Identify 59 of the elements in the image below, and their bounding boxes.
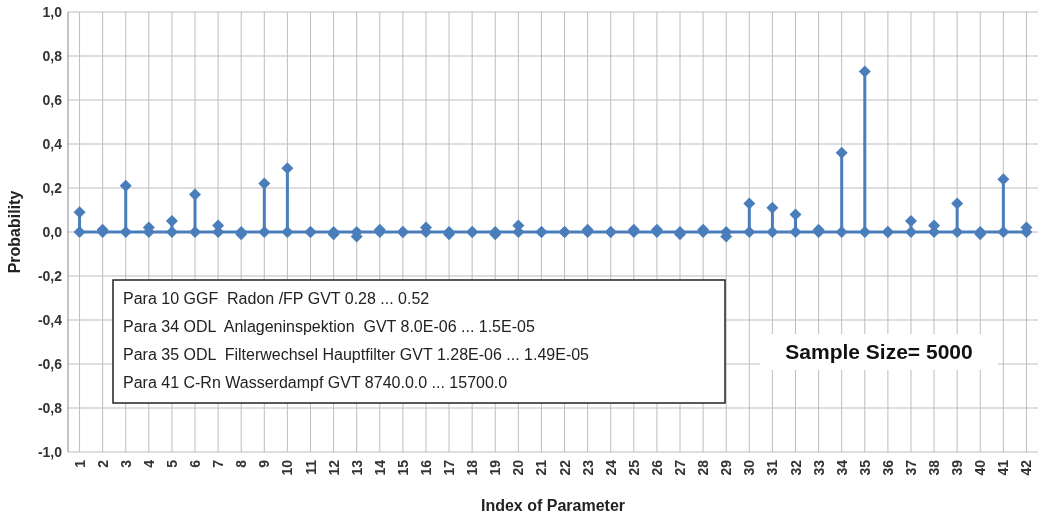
y-tick-label: -0,4 bbox=[37, 311, 63, 328]
x-tick-label: 8 bbox=[233, 459, 250, 468]
x-tick-label: 35 bbox=[856, 459, 873, 476]
x-tick-label: 15 bbox=[394, 459, 411, 476]
x-tick-label: 23 bbox=[579, 459, 596, 476]
x-tick-label: 11 bbox=[302, 459, 319, 475]
x-tick-label: 16 bbox=[417, 459, 434, 476]
x-tick-label: 4 bbox=[140, 459, 157, 468]
x-axis-title: Index of Parameter bbox=[480, 497, 626, 514]
y-tick-label: -1,0 bbox=[37, 443, 63, 460]
y-axis-title: Probability bbox=[6, 190, 23, 274]
x-tick-label: 25 bbox=[625, 459, 642, 476]
x-tick-label: 22 bbox=[556, 459, 573, 476]
x-tick-label: 5 bbox=[163, 459, 180, 468]
x-tick-label: 31 bbox=[764, 459, 781, 476]
text-label-backdrop: Sample Size= 5000 bbox=[760, 334, 998, 370]
x-tick-label: 21 bbox=[533, 459, 550, 476]
x-tick-label: 9 bbox=[256, 459, 273, 468]
x-tick-label: 20 bbox=[510, 459, 527, 476]
x-tick-label: 29 bbox=[718, 459, 735, 476]
y-tick-label: 0,6 bbox=[42, 91, 63, 108]
x-tick-label: 39 bbox=[949, 459, 966, 476]
x-tick-label: 3 bbox=[117, 459, 134, 468]
x-tick-label: 26 bbox=[648, 459, 665, 476]
x-tick-label: 38 bbox=[926, 459, 943, 476]
x-tick-label: 40 bbox=[972, 459, 989, 476]
x-tick-label: 32 bbox=[787, 459, 804, 476]
y-tick-label: -0,6 bbox=[37, 355, 63, 372]
x-tick-label: 34 bbox=[833, 459, 850, 476]
y-tick-label: -0,8 bbox=[37, 399, 63, 416]
x-tick-label: 1 bbox=[71, 459, 88, 468]
y-tick-label: -0,2 bbox=[37, 267, 63, 284]
x-tick-label: 36 bbox=[879, 459, 896, 476]
x-tick-label: 10 bbox=[279, 459, 296, 476]
y-tick-label: 0,0 bbox=[42, 223, 63, 240]
y-tick-label: 0,8 bbox=[42, 47, 63, 64]
x-tick-label: 27 bbox=[672, 459, 689, 476]
x-tick-label: 17 bbox=[441, 459, 458, 476]
x-tick-label: 18 bbox=[464, 459, 481, 476]
x-tick-label: 24 bbox=[602, 459, 619, 476]
x-tick-label: 33 bbox=[810, 459, 827, 476]
x-tick-label: 37 bbox=[902, 459, 919, 476]
x-tick-label: 19 bbox=[487, 459, 504, 476]
annotation: Sample Size= 5000 bbox=[785, 340, 973, 363]
x-tick-label: 12 bbox=[325, 459, 342, 476]
annotation: Para 10 GGF Radon /FP GVT 0.28 ... 0.52 Para 34 ODL Anlageninspektion GVT 8.0E-06 ... 1.5E-05 Para 35 ODL Filterwechsel Hauptfilter GVT 1.28E-06 ... 1.49E-05 Para 41 C-Rn Wasserdampf GVT 8740.0.0 ... 15700.0 bbox=[123, 290, 590, 391]
x-tick-label: 6 bbox=[187, 459, 204, 468]
x-tick-label: 28 bbox=[695, 459, 712, 476]
y-tick-label: 1,0 bbox=[42, 3, 63, 20]
x-tick-label: 2 bbox=[94, 459, 111, 468]
x-tick-label: 13 bbox=[348, 459, 365, 476]
x-tick-label: 14 bbox=[371, 459, 388, 476]
x-tick-label: 41 bbox=[995, 459, 1012, 476]
y-tick-label: 0,4 bbox=[42, 135, 63, 152]
x-tick-label: 42 bbox=[1018, 459, 1035, 476]
x-tick-label: 7 bbox=[210, 459, 227, 468]
y-tick-label: 0,2 bbox=[42, 179, 63, 196]
text-box: Para 10 GGF Radon /FP GVT 0.28 ... 0.52 Para 34 ODL Anlageninspektion GVT 8.0E-06 ... 1.5E-05 Para 35 ODL Filterwechsel Hauptfilter GVT 1.28E-06 ... 1.49E-05 Para 41 C-Rn Wasserdampf GVT 8740.0.0 ... 15700.0 bbox=[112, 279, 726, 404]
x-tick-label: 30 bbox=[741, 459, 758, 476]
